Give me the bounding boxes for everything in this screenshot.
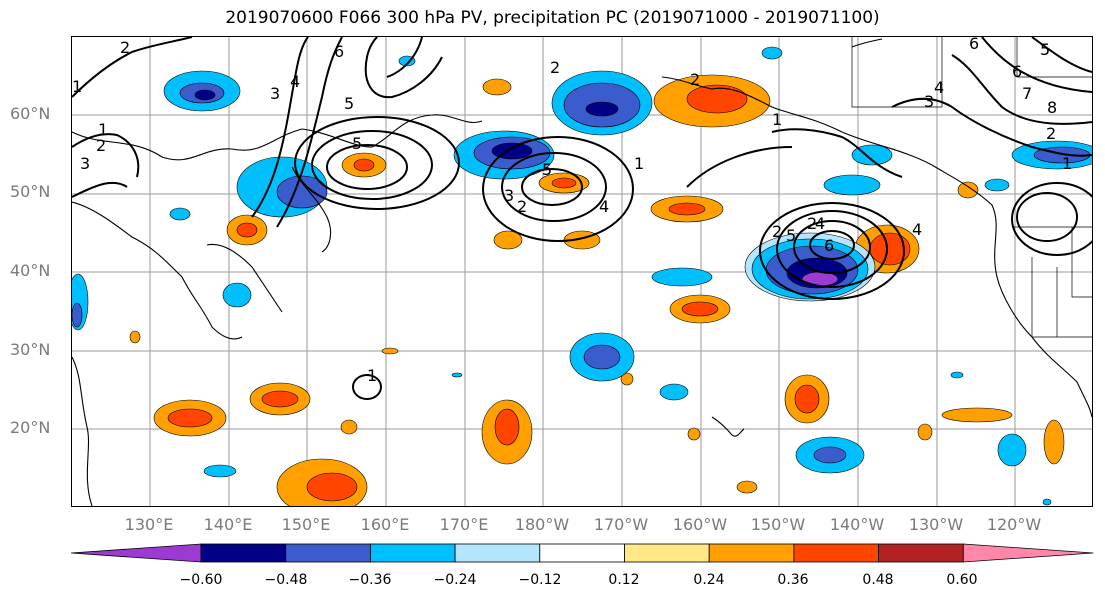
political-boundaries: [851, 37, 1092, 338]
contour-label: 5: [1040, 40, 1050, 59]
lat-label-20n: 20°N: [10, 418, 51, 437]
map-canvas: 2 1 6 5 4 3 1 2 3 5 5 2 3 4 1 2 2 4 6 5 …: [67, 34, 1103, 516]
contour-label: 1: [72, 77, 82, 96]
lat-label-60n: 60°N: [10, 104, 51, 123]
lat-label-40n: 40°N: [10, 261, 51, 280]
lon-label-160e: 160°E: [360, 515, 410, 534]
contour-label: 2: [1046, 124, 1056, 143]
contour-label: 2: [550, 58, 560, 77]
contour-label: 2: [96, 136, 106, 155]
contour-label: 8: [1047, 98, 1057, 117]
contour-label: 5: [352, 134, 362, 153]
contour-label: 4: [599, 197, 609, 216]
contour-label: 3: [924, 92, 934, 111]
lat-label-50n: 50°N: [10, 182, 51, 201]
lon-label-130w: 130°W: [908, 515, 964, 534]
colorbar-tick: 0.60: [946, 572, 978, 588]
contour-label: 2: [120, 38, 130, 57]
contour-label: 4: [815, 214, 825, 233]
map-panel: 2 1 6 5 4 3 1 2 3 5 5 2 3 4 1 2 2 4 6 5 …: [67, 34, 1103, 516]
colorbar-segment: [369, 543, 456, 563]
colorbar-segment: [71, 543, 202, 563]
lon-label-140w: 140°W: [829, 515, 885, 534]
colorbar-segment: [200, 543, 287, 563]
contour-label: 6: [969, 37, 979, 53]
precip-positive-anomalies: [129, 74, 1065, 516]
contour-label: 5: [542, 160, 552, 179]
colorbar-tick: 0.36: [777, 572, 809, 588]
colorbar-tick: −0.36: [348, 572, 392, 588]
contour-label: 7: [1022, 84, 1032, 103]
colorbar-tick: −0.12: [518, 572, 562, 588]
contour-label: 2: [807, 214, 817, 233]
contour-label: 2: [690, 70, 700, 89]
map-title: 2019070600 F066 300 hPa PV, precipitatio…: [225, 8, 880, 28]
colorbar-tick: 0.12: [608, 572, 640, 588]
colorbar-segment: [539, 543, 625, 563]
contour-label: 4: [934, 78, 944, 97]
lon-label-180w: 180°W: [514, 515, 570, 534]
contour-label: 4: [290, 72, 300, 91]
contour-label: 6: [334, 42, 344, 61]
colorbar-segments: [71, 543, 1094, 563]
lon-label-150w: 150°W: [750, 515, 806, 534]
precip-negative-anomalies: [67, 46, 1103, 506]
lon-label-160w: 160°W: [672, 515, 728, 534]
colorbar-tick: 0.24: [693, 572, 725, 588]
contour-label: 2: [517, 197, 527, 216]
contour-label: 5: [344, 94, 354, 113]
contour-label: 5: [786, 226, 796, 245]
lat-label-30n: 30°N: [10, 340, 51, 359]
contour-label: 3: [504, 186, 514, 205]
colorbar-segment: [962, 543, 1094, 563]
pv-contours: [71, 36, 1103, 400]
colorbar-tick: 0.48: [862, 572, 894, 588]
contour-label: 6: [824, 236, 834, 255]
coastlines: [71, 38, 1093, 507]
colorbar-segment: [793, 543, 880, 563]
colorbar-segment: [624, 543, 710, 563]
lon-label-170e: 170°E: [439, 515, 489, 534]
pv-contour-labels: 2 1 6 5 4 3 1 2 3 5 5 2 3 4 1 2 2 4 6 5 …: [72, 34, 1072, 385]
contour-label: 4: [912, 220, 922, 239]
contour-label: 3: [80, 154, 90, 173]
colorbar-segment: [285, 543, 371, 563]
lon-label-170w: 170°W: [593, 515, 649, 534]
colorbar-segment: [708, 543, 795, 563]
colorbar-tick: −0.60: [179, 572, 223, 588]
lon-label-120w: 120°W: [986, 515, 1042, 534]
colorbar-tick: −0.48: [264, 572, 308, 588]
contour-label: 3: [270, 84, 280, 103]
colorbar-segment: [878, 543, 964, 563]
lon-label-140e: 140°E: [203, 515, 253, 534]
colorbar: [71, 543, 1094, 563]
contour-label: 6: [1012, 62, 1022, 81]
contour-label: 1: [1062, 154, 1072, 173]
colorbar-segment: [454, 543, 541, 563]
contour-label: 2: [772, 222, 782, 241]
contour-label: 1: [772, 110, 782, 129]
colorbar-tick: −0.24: [433, 572, 477, 588]
lon-label-150e: 150°E: [281, 515, 331, 534]
contour-label: 1: [367, 366, 377, 385]
contour-label: 1: [98, 120, 108, 139]
lon-label-130e: 130°E: [124, 515, 174, 534]
contour-label: 1: [634, 154, 644, 173]
